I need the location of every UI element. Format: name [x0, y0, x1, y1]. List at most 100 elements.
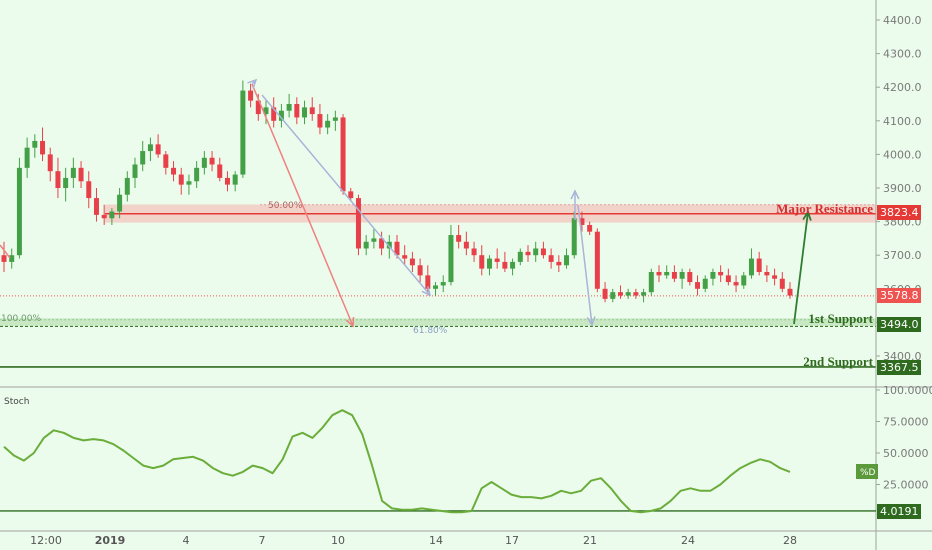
candle-body [55, 171, 61, 188]
candle [656, 265, 662, 283]
candle [317, 104, 323, 135]
stoch-level-text: 4.0191 [880, 505, 919, 518]
candle [648, 268, 654, 296]
stoch-d-label: %D [860, 468, 876, 478]
candle-body [294, 104, 300, 118]
green-target-arrow [793, 209, 812, 325]
stoch-d-tag [856, 464, 878, 479]
candle [217, 157, 223, 182]
candle-body [271, 107, 277, 121]
candle [209, 151, 215, 172]
candle-body [109, 211, 115, 219]
candle-body [433, 285, 439, 289]
candle-body [332, 117, 338, 121]
candle [379, 231, 385, 256]
candle [302, 100, 308, 125]
time-tick-label: 14 [429, 534, 443, 547]
candle-body [78, 167, 84, 182]
candle-body [425, 275, 431, 289]
candle-body [710, 272, 716, 279]
candle [494, 248, 500, 269]
price-tick-label: 4200.0 [883, 81, 922, 94]
candle-body [240, 90, 246, 175]
candle [278, 104, 284, 128]
candle [340, 114, 346, 195]
candle [194, 161, 200, 188]
drawings [0, 78, 812, 328]
candles[interactable] [1, 80, 793, 303]
price-tick-label: 4400.0 [883, 14, 922, 27]
candle-body [155, 144, 161, 155]
candle [571, 211, 577, 259]
candle [9, 248, 15, 269]
time-tick-label: 2019 [95, 534, 126, 547]
candle-body [325, 120, 331, 128]
candle-body [486, 258, 492, 269]
candle [47, 147, 53, 182]
candle [679, 268, 685, 289]
stoch-tick-label: 25.0000 [883, 479, 929, 492]
candle-body [625, 292, 631, 296]
support-1-label: 1st Support [808, 311, 873, 326]
candle [602, 282, 608, 303]
candle [32, 134, 38, 158]
candle [772, 268, 778, 286]
candle-body [718, 272, 724, 276]
candle [294, 97, 300, 125]
candle-body [664, 272, 670, 276]
candle [702, 275, 708, 293]
candle-body [648, 272, 654, 293]
zones [0, 204, 876, 368]
candle [625, 288, 631, 299]
candle-body [355, 198, 361, 249]
time-axis[interactable]: 12:00 2019 4 7 10 14 17 21 24 28 [30, 534, 797, 547]
arrow-shaft [793, 211, 809, 325]
candle-body [641, 292, 647, 296]
candle-body [702, 278, 708, 289]
candle-body [448, 235, 454, 283]
candle-body [748, 258, 754, 276]
arrow-head [586, 316, 596, 327]
arrow-head [421, 286, 432, 297]
candle [579, 211, 585, 232]
candle-body [571, 218, 577, 256]
candle [155, 134, 161, 158]
candle-body [540, 248, 546, 256]
candle-body [255, 100, 261, 115]
current-price-tag [877, 288, 921, 303]
candle-body [86, 181, 92, 199]
candle-body [386, 241, 392, 249]
candle [764, 265, 770, 283]
candle-body [171, 167, 177, 175]
candle [479, 245, 485, 276]
candle [733, 275, 739, 293]
candle [748, 248, 754, 279]
blue-arrow-2-up [570, 189, 580, 220]
candle-body [456, 235, 462, 242]
candle-body [494, 258, 500, 262]
candle-body [471, 248, 477, 256]
candle [325, 114, 331, 135]
candle [371, 228, 377, 249]
current-price-text: 3578.8 [880, 289, 919, 302]
candle-body [132, 164, 138, 178]
candle-body [209, 157, 215, 165]
candle-body [417, 265, 423, 276]
candle [756, 251, 762, 276]
candle [587, 221, 593, 236]
price-tick-label: 4000.0 [883, 148, 922, 161]
price-tick-label: 4300.0 [883, 48, 922, 61]
candle-body [671, 272, 677, 279]
candle [556, 255, 562, 272]
candle-body [440, 282, 446, 286]
candle-body [579, 218, 585, 225]
price-tick-label: 3400.0 [883, 350, 922, 363]
candle-body [363, 241, 369, 249]
blue-arrow-1-start [247, 78, 258, 89]
candle [510, 258, 516, 276]
candle-body [564, 255, 570, 266]
candle-body [93, 198, 99, 215]
time-tick-label: 21 [583, 534, 597, 547]
